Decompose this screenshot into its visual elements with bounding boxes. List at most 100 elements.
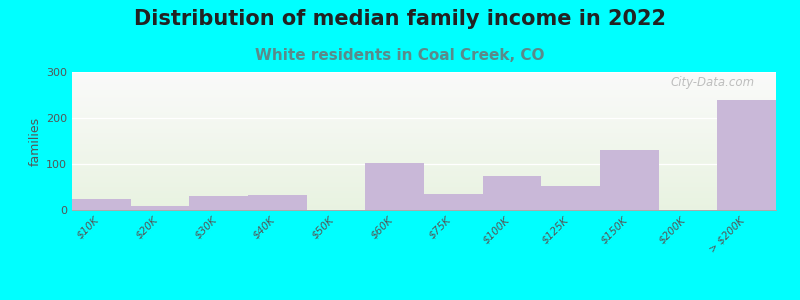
Bar xyxy=(72,101,776,102)
Bar xyxy=(72,80,776,81)
Bar xyxy=(72,89,776,90)
Bar xyxy=(72,190,776,191)
Bar xyxy=(72,105,776,106)
Bar xyxy=(72,113,776,114)
Bar xyxy=(72,195,776,196)
Bar xyxy=(72,124,776,125)
Bar xyxy=(72,114,776,115)
Bar xyxy=(72,93,776,94)
Bar xyxy=(72,98,776,99)
Bar xyxy=(72,157,776,158)
Bar xyxy=(72,164,776,165)
Bar xyxy=(72,191,776,192)
Bar xyxy=(72,88,776,89)
Bar xyxy=(72,192,776,193)
Bar xyxy=(72,138,776,139)
Bar xyxy=(72,199,776,200)
Bar xyxy=(72,196,776,197)
Bar xyxy=(718,100,776,210)
Bar xyxy=(72,162,776,163)
Bar xyxy=(72,107,776,108)
Bar xyxy=(72,142,776,143)
Bar xyxy=(72,145,776,146)
Bar xyxy=(72,181,776,182)
Bar xyxy=(72,74,776,75)
Bar xyxy=(72,117,776,118)
Bar xyxy=(72,151,776,152)
Bar xyxy=(72,188,776,189)
Bar xyxy=(72,110,776,111)
Bar xyxy=(72,146,776,147)
Bar xyxy=(72,153,776,154)
Bar xyxy=(72,134,776,135)
Bar xyxy=(72,163,776,164)
Bar xyxy=(542,186,600,210)
Bar xyxy=(72,99,776,100)
Bar xyxy=(72,129,776,130)
Bar xyxy=(72,187,776,188)
Bar xyxy=(72,96,776,97)
Bar xyxy=(72,119,776,120)
Bar xyxy=(72,143,776,144)
Bar xyxy=(72,174,776,175)
Bar xyxy=(72,104,776,105)
Bar xyxy=(72,79,776,80)
Bar xyxy=(72,127,776,128)
Bar xyxy=(72,97,776,98)
Bar xyxy=(72,207,776,208)
Bar xyxy=(72,199,130,210)
Bar xyxy=(72,168,776,169)
Bar xyxy=(72,186,776,187)
Bar xyxy=(72,177,776,178)
Bar xyxy=(72,144,776,145)
Bar xyxy=(482,176,542,210)
Bar xyxy=(72,202,776,203)
Bar xyxy=(72,194,776,195)
Bar xyxy=(72,139,776,140)
Bar xyxy=(72,90,776,91)
Bar xyxy=(72,148,776,149)
Bar xyxy=(72,84,776,85)
Bar xyxy=(72,116,776,117)
Bar xyxy=(72,155,776,156)
Bar xyxy=(72,150,776,151)
Bar xyxy=(72,202,776,203)
Bar xyxy=(72,167,776,168)
Bar xyxy=(72,209,776,210)
Bar xyxy=(72,179,776,180)
Bar xyxy=(72,112,776,113)
Bar xyxy=(72,152,776,153)
Bar xyxy=(72,197,776,198)
Bar xyxy=(72,140,776,141)
Bar xyxy=(72,183,776,184)
Bar xyxy=(72,100,776,101)
Bar xyxy=(72,118,776,119)
Bar xyxy=(72,135,776,136)
Text: City-Data.com: City-Data.com xyxy=(670,76,755,89)
Bar xyxy=(72,86,776,87)
Bar xyxy=(72,170,776,171)
Bar xyxy=(424,194,482,210)
Bar xyxy=(72,203,776,204)
Bar xyxy=(72,76,776,77)
Bar xyxy=(72,115,776,116)
Bar xyxy=(72,147,776,148)
Bar xyxy=(72,198,776,199)
Bar xyxy=(72,182,776,183)
Bar xyxy=(72,120,776,121)
Bar xyxy=(72,173,776,174)
Bar xyxy=(72,172,776,173)
Bar xyxy=(72,81,776,82)
Bar xyxy=(72,178,776,179)
Bar xyxy=(72,137,776,138)
Bar xyxy=(72,165,776,166)
Bar xyxy=(72,95,776,96)
Text: White residents in Coal Creek, CO: White residents in Coal Creek, CO xyxy=(255,48,545,63)
Bar xyxy=(72,103,776,104)
Bar xyxy=(72,82,776,83)
Bar xyxy=(72,72,776,73)
Bar xyxy=(72,132,776,133)
Bar xyxy=(72,184,776,185)
Bar xyxy=(72,78,776,79)
Bar xyxy=(130,206,190,210)
